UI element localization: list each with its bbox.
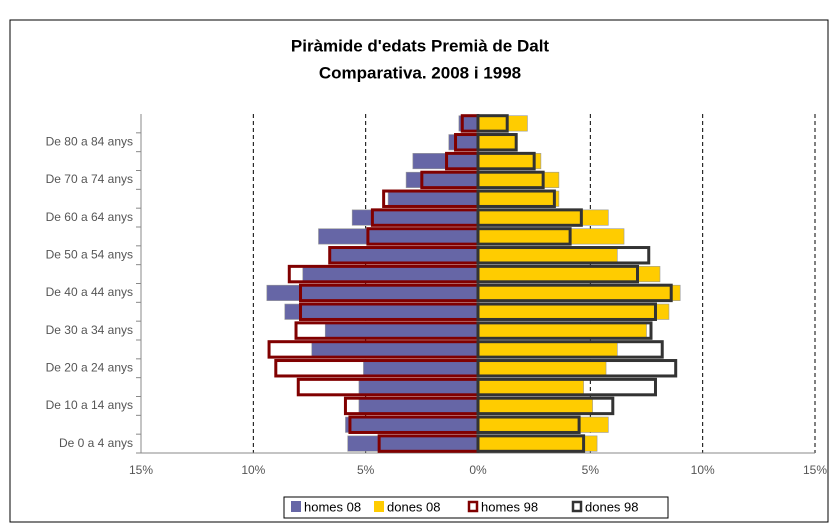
y-tick-label: De 50 a 54 anys [46, 247, 133, 261]
bar [477, 209, 609, 226]
y-tick-label: De 80 a 84 anys [46, 134, 133, 148]
bar [476, 114, 509, 133]
y-tick-label: De 60 a 64 anys [46, 210, 133, 224]
bar [476, 396, 615, 416]
legend-label: dones 08 [387, 499, 441, 514]
bar [476, 302, 657, 321]
bar [477, 153, 542, 170]
y-tick-label: De 10 a 14 anys [46, 398, 133, 412]
bar [477, 360, 607, 377]
bar [477, 322, 647, 339]
bar [477, 435, 598, 452]
y-tick-label: De 70 a 74 anys [46, 172, 133, 186]
bar [477, 416, 609, 433]
bar [358, 397, 479, 414]
x-tick-label: 5% [582, 463, 600, 477]
bar [324, 322, 479, 339]
bar [476, 208, 583, 227]
legend-swatch [374, 501, 384, 512]
y-tick-label: De 20 a 24 anys [46, 360, 133, 374]
bar [358, 379, 479, 396]
bar [477, 247, 618, 264]
legend-swatch [291, 501, 301, 512]
legend-label: dones 98 [585, 499, 639, 514]
bar [476, 264, 640, 284]
bar [329, 247, 479, 264]
bar [345, 416, 479, 433]
bar [476, 227, 572, 246]
bar [477, 284, 681, 301]
bar [476, 189, 556, 208]
bar [476, 340, 664, 359]
bar [477, 266, 661, 283]
x-tick-label: 15% [803, 463, 827, 477]
bar [405, 171, 479, 188]
bar [311, 341, 479, 358]
legend-label: homes 98 [481, 499, 538, 514]
bar [476, 321, 653, 340]
chart-title: Piràmide d'edats Premià de Dalt [291, 36, 550, 55]
bar [318, 228, 479, 245]
bar [476, 133, 518, 152]
y-tick-label: De 30 a 34 anys [46, 323, 133, 337]
bar [477, 115, 528, 132]
legend-swatch [571, 500, 583, 513]
x-tick-label: 5% [357, 463, 375, 477]
bar [477, 341, 618, 358]
bar [477, 379, 584, 396]
bar [476, 170, 545, 190]
bar [302, 266, 479, 283]
bar [476, 283, 673, 303]
chart-subtitle: Comparativa. 2008 i 1998 [319, 63, 521, 82]
bar [477, 397, 593, 414]
bar [363, 360, 479, 377]
x-tick-label: 0% [469, 463, 487, 477]
bar [477, 228, 625, 245]
bar [476, 359, 678, 378]
bar [266, 284, 479, 301]
bar [476, 415, 581, 434]
bar [477, 303, 670, 320]
bar [477, 190, 560, 207]
x-tick-label: 10% [241, 463, 265, 477]
y-tick-label: De 0 a 4 anys [59, 436, 133, 450]
bar [387, 190, 479, 207]
bar [476, 377, 657, 397]
y-tick-label: De 40 a 44 anys [46, 285, 133, 299]
x-tick-label: 15% [129, 463, 153, 477]
bar [476, 246, 651, 265]
bar [477, 134, 517, 151]
bar [476, 151, 536, 171]
bar [476, 434, 586, 453]
legend-label: homes 08 [304, 499, 361, 514]
bar [284, 303, 479, 320]
legend-swatch [467, 500, 479, 513]
x-tick-label: 10% [691, 463, 715, 477]
bar [448, 134, 479, 151]
bar [477, 171, 560, 188]
bar [347, 435, 479, 452]
